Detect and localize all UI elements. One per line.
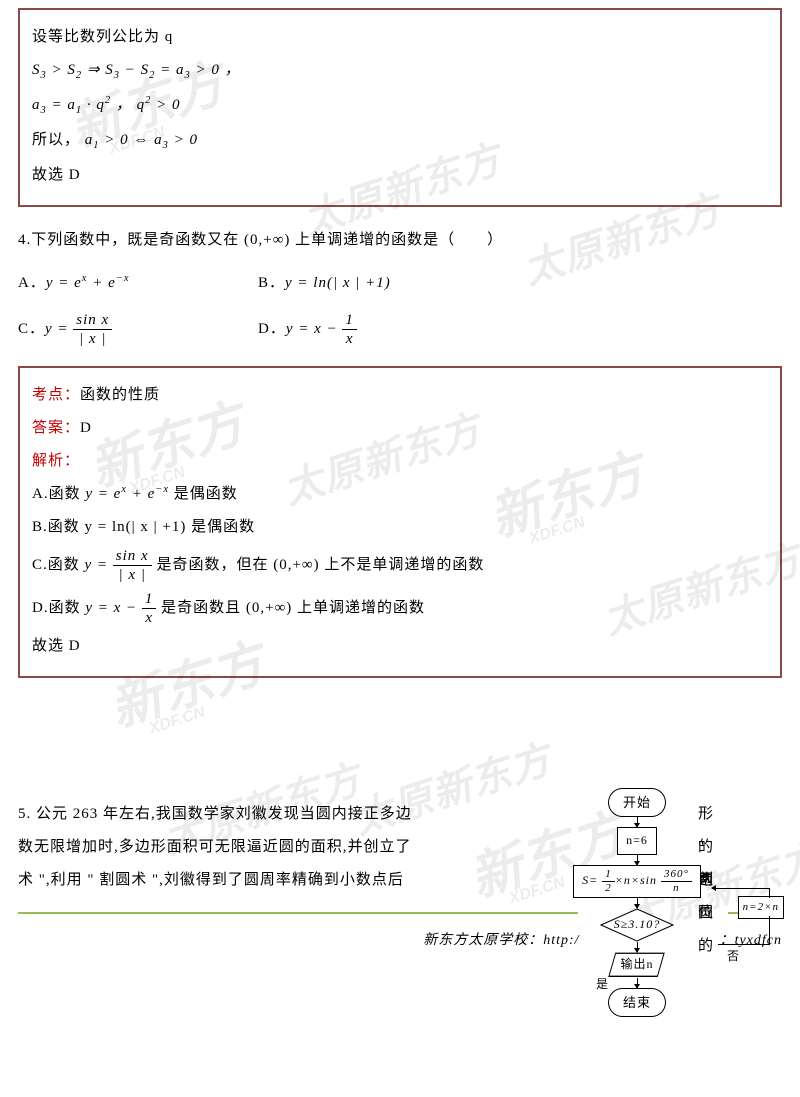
question-5: 5. 公元 263 年左右,我国数学家刘徽发现当圆内接正多边形的边 数无限增加时… — [18, 798, 782, 897]
text-line: 故选 D — [32, 633, 768, 660]
option-c: C．y = sin x| x | — [18, 311, 258, 348]
analysis-d: D.函数 y = x − 1x 是奇函数且 (0,+∞) 上单调递增的函数 — [32, 590, 768, 627]
flowchart-update-box: n=2×n — [738, 896, 784, 920]
text-line: 故选 D — [32, 162, 768, 189]
flowchart-connector — [769, 916, 770, 944]
text-line: 设等比数列公比为 q — [32, 24, 768, 51]
flowchart-decision: S≥3.10? — [600, 908, 674, 942]
question-5-text: 5. 公元 263 年左右,我国数学家刘徽发现当圆内接正多边形的边 数无限增加时… — [18, 798, 558, 897]
option-row: A．y = ex + e−x B．y = ln(| x | +1) — [18, 270, 782, 297]
solution-box-2: 考点：函数的性质 答案：D 解析： A.函数 y = ex + e−x 是偶函数… — [18, 366, 782, 678]
flowchart-arrow — [637, 817, 638, 827]
flowchart-init: n=6 — [617, 827, 657, 855]
flowchart-output: 输出n — [608, 952, 665, 978]
flowchart-calc: S= 12×n×sin 360°n — [573, 865, 701, 898]
flowchart-update: n=2×n — [738, 896, 784, 920]
divider — [18, 912, 578, 914]
question-stem: 4.下列函数中，既是奇函数又在 (0,+∞) 上单调递增的函数是（ ） — [18, 227, 782, 254]
option-a: A．y = ex + e−x — [18, 270, 258, 297]
formula-line: a3 = a1 · q2 ， q2 > 0 — [32, 92, 768, 121]
option-row: C．y = sin x| x | D．y = x − 1x — [18, 311, 782, 348]
flowchart-arrow — [637, 855, 638, 865]
solution-box-1: 设等比数列公比为 q S3 > S2 ⇒ S3 − S2 = a3 > 0 ， … — [18, 8, 782, 207]
option-b: B．y = ln(| x | +1) — [258, 270, 391, 297]
flowchart: 开始 n=6 S= 12×n×sin 360°n S≥3.10? 输出n 结束 … — [552, 788, 722, 1017]
flowchart-arrow — [637, 942, 638, 952]
analysis-b: B.函数 y = ln(| x | +1) 是偶函数 — [32, 514, 768, 541]
flowchart-start: 开始 — [608, 788, 666, 817]
analysis-label: 解析： — [32, 448, 768, 475]
flowchart-arrow — [637, 978, 638, 988]
formula-line: S3 > S2 ⇒ S3 − S2 = a3 > 0 ， — [32, 57, 768, 86]
flowchart-arrow — [637, 898, 638, 908]
analysis-c: C.函数 y = sin x| x | 是奇函数，但在 (0,+∞) 上不是单调… — [32, 547, 768, 584]
answer-line: 答案：D — [32, 415, 768, 442]
formula-line: 所以， a1 > 0 ⇔ a3 > 0 — [32, 127, 768, 156]
option-d: D．y = x − 1x — [258, 311, 357, 348]
flowchart-end: 结束 — [608, 988, 666, 1017]
topic-line: 考点：函数的性质 — [32, 382, 768, 409]
flowchart-connector — [718, 944, 770, 945]
flowchart-connector — [712, 888, 770, 889]
flowchart-yes-label: 是 — [596, 974, 609, 996]
flowchart-connector — [769, 888, 770, 898]
analysis-a: A.函数 y = ex + e−x 是偶函数 — [32, 481, 768, 508]
flowchart-no-label: 否 — [727, 946, 740, 968]
